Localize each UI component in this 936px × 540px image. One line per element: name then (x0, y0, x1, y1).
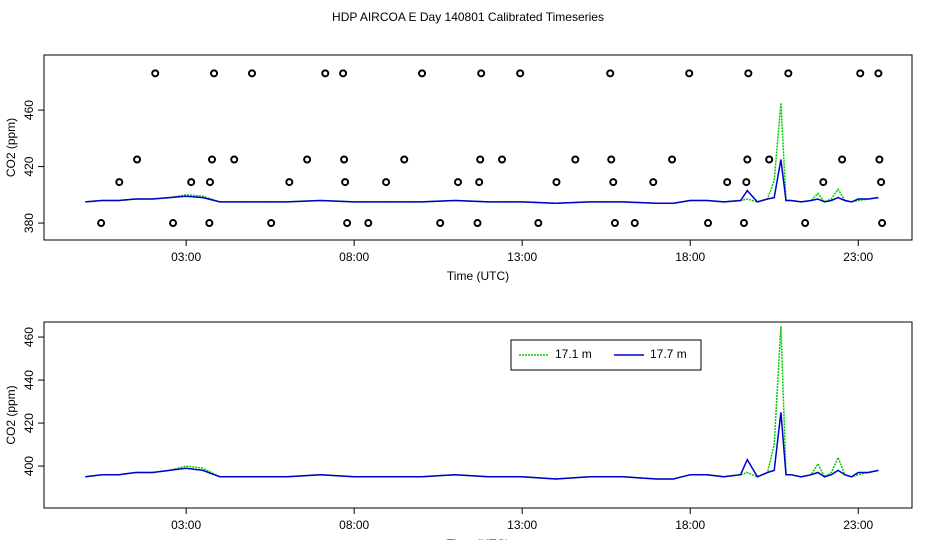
flag-point (498, 155, 507, 164)
series-line (85, 159, 879, 205)
x-tick-label: 13:00 (507, 250, 537, 264)
flag-point (339, 69, 348, 78)
flag-point (343, 219, 352, 228)
flag-point (704, 219, 713, 228)
flag-point (765, 155, 774, 164)
flag-point (248, 69, 257, 78)
flag-point (877, 178, 886, 187)
flag-point (874, 69, 883, 78)
flag-point (187, 178, 196, 187)
flag-point (151, 69, 160, 78)
flag-point (341, 178, 350, 187)
flag-point (739, 219, 748, 228)
y-tick-label: 420 (22, 413, 36, 433)
flag-point (477, 69, 486, 78)
plot-frame (43, 321, 913, 509)
flag-point (606, 69, 615, 78)
flag-point (742, 178, 751, 187)
x-tick-label: 18:00 (675, 250, 705, 264)
flag-point (838, 155, 847, 164)
legend-label: 17.7 m (650, 347, 687, 361)
flag-point (801, 219, 810, 228)
flag-point (205, 219, 214, 228)
flag-point (607, 155, 616, 164)
flag-point (321, 69, 330, 78)
x-axis-label: Time (UTC) (447, 537, 509, 540)
flag-point (875, 155, 884, 164)
chart-title: HDP AIRCOA E Day 140801 Calibrated Times… (332, 10, 604, 24)
flag-point (210, 69, 219, 78)
flag-point (473, 219, 482, 228)
plot-frame (43, 54, 913, 241)
flag-point (784, 69, 793, 78)
flag-point (400, 155, 409, 164)
flag-point (476, 155, 485, 164)
flag-point (206, 178, 215, 187)
flag-point (685, 69, 694, 78)
flag-point (534, 219, 543, 228)
flag-point (230, 155, 239, 164)
flag-point (475, 178, 484, 187)
flag-point (516, 69, 525, 78)
y-tick-label: 380 (22, 213, 36, 233)
flag-point (743, 155, 752, 164)
flag-point (668, 155, 677, 164)
x-tick-label: 13:00 (507, 518, 537, 532)
flag-point (723, 178, 732, 187)
x-tick-label: 08:00 (339, 250, 369, 264)
flag-point (364, 219, 373, 228)
series-line (85, 412, 879, 480)
y-tick-label: 440 (22, 370, 36, 390)
flag-point (115, 178, 124, 187)
y-axis-label: CO2 (ppm) (4, 385, 18, 444)
series-line (85, 326, 879, 480)
x-axis-label: Time (UTC) (447, 269, 509, 283)
y-tick-label: 400 (22, 456, 36, 476)
flag-point (454, 178, 463, 187)
flag-point (169, 219, 178, 228)
flag-point (267, 219, 276, 228)
flag-point (133, 155, 142, 164)
x-tick-label: 03:00 (171, 518, 201, 532)
legend-box (510, 339, 702, 371)
flag-point (878, 219, 887, 228)
flag-point (303, 155, 312, 164)
y-tick-label: 420 (22, 156, 36, 176)
flag-point (819, 178, 828, 187)
flag-point (552, 178, 561, 187)
y-tick-label: 460 (22, 100, 36, 120)
flag-point (649, 178, 658, 187)
series-line (85, 102, 879, 205)
flag-point (382, 178, 391, 187)
x-tick-label: 18:00 (675, 518, 705, 532)
flag-point (630, 219, 639, 228)
y-axis-label: CO2 (ppm) (4, 118, 18, 177)
x-tick-label: 08:00 (339, 518, 369, 532)
y-tick-label: 460 (22, 327, 36, 347)
legend: 17.1 m 17.7 m (510, 339, 702, 371)
flag-point (610, 219, 619, 228)
flag-point (744, 69, 753, 78)
flag-point (208, 155, 217, 164)
legend-label: 17.1 m (555, 347, 592, 361)
flag-point (418, 69, 427, 78)
flag-point (340, 155, 349, 164)
x-tick-label: 23:00 (843, 518, 873, 532)
x-tick-label: 23:00 (843, 250, 873, 264)
flag-point (571, 155, 580, 164)
flag-point (285, 178, 294, 187)
flag-point (856, 69, 865, 78)
flag-point (609, 178, 618, 187)
flag-point (436, 219, 445, 228)
x-tick-label: 03:00 (171, 250, 201, 264)
flag-point (97, 219, 106, 228)
